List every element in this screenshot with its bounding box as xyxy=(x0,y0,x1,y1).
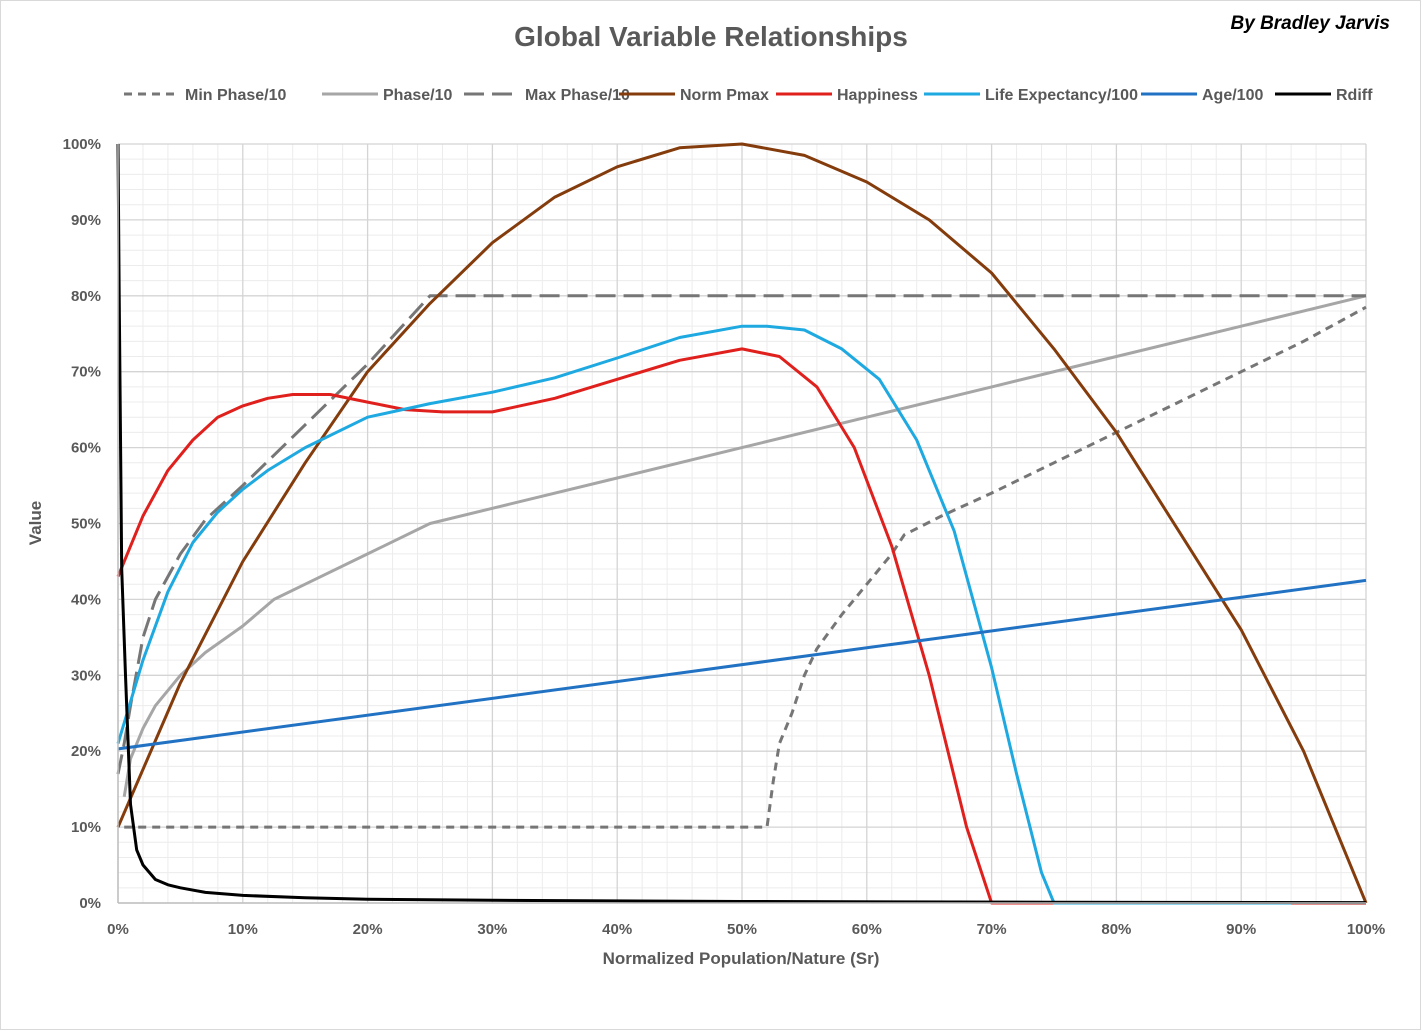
y-tick-label: 50% xyxy=(71,516,101,533)
chart-legend: Min Phase/10 Phase/10 Max Phase/10 Norm Pma… xyxy=(124,87,1373,104)
chart-author: By Bradley Jarvis xyxy=(1231,13,1391,34)
x-axis-label: Normalized Population/Nature (Sr) xyxy=(603,949,880,968)
y-tick-label: 0% xyxy=(79,895,101,912)
chart-title: Global Variable Relationships xyxy=(514,21,908,52)
series-line-happiness xyxy=(116,347,1366,905)
x-tick-label: 20% xyxy=(353,921,383,938)
series-line-min-phase-10 xyxy=(124,305,1367,829)
series-line-life-expectancy-100 xyxy=(116,324,1292,905)
y-tick-label: 10% xyxy=(71,819,101,836)
y-tick-label: 90% xyxy=(71,212,101,229)
x-tick-label: 80% xyxy=(1101,921,1131,938)
y-tick-label: 100% xyxy=(63,136,101,153)
x-tick-label: 40% xyxy=(602,921,632,938)
x-tick-label: 100% xyxy=(1347,921,1385,938)
y-tick-label: 20% xyxy=(71,743,101,760)
grid-major xyxy=(117,143,1367,904)
legend-label-happiness: Happiness xyxy=(837,87,918,104)
y-tick-label: 40% xyxy=(71,591,101,608)
x-tick-label: 30% xyxy=(477,921,507,938)
x-tick-label: 60% xyxy=(852,921,882,938)
x-tick-label: 0% xyxy=(107,921,129,938)
legend-label-rdiff: Rdiff xyxy=(1336,87,1373,104)
legend-label-max-phase-10: Max Phase/10 xyxy=(525,87,630,104)
series-line-age-100 xyxy=(117,578,1367,751)
series-line-rdiff xyxy=(116,143,1367,905)
legend-label-min-phase-10: Min Phase/10 xyxy=(185,87,286,104)
legend-label-age-100: Age/100 xyxy=(1202,87,1263,104)
y-axis-label: Value xyxy=(26,501,45,545)
x-tick-label: 10% xyxy=(228,921,258,938)
y-tick-label: 70% xyxy=(71,364,101,381)
x-tick-label: 50% xyxy=(727,921,757,938)
series-layer xyxy=(116,142,1368,905)
legend-label-life-expectancy-100: Life Expectancy/100 xyxy=(985,87,1138,104)
axes-layer xyxy=(117,144,1366,904)
tick-labels: 0% 10% 20% 30% 40% 50% 60% 70% 80% 90% 100% 0% 10% 20… xyxy=(63,136,1386,938)
series-line-phase-10 xyxy=(122,294,1367,797)
legend-label-phase-10: Phase/10 xyxy=(383,87,452,104)
y-tick-label: 30% xyxy=(71,667,101,684)
x-tick-label: 90% xyxy=(1226,921,1256,938)
y-tick-label: 80% xyxy=(71,288,101,305)
series-line-norm-pmax xyxy=(116,142,1368,904)
x-tick-label: 70% xyxy=(977,921,1007,938)
y-tick-label: 60% xyxy=(71,440,101,457)
legend-label-norm-pmax: Norm Pmax xyxy=(680,87,769,104)
